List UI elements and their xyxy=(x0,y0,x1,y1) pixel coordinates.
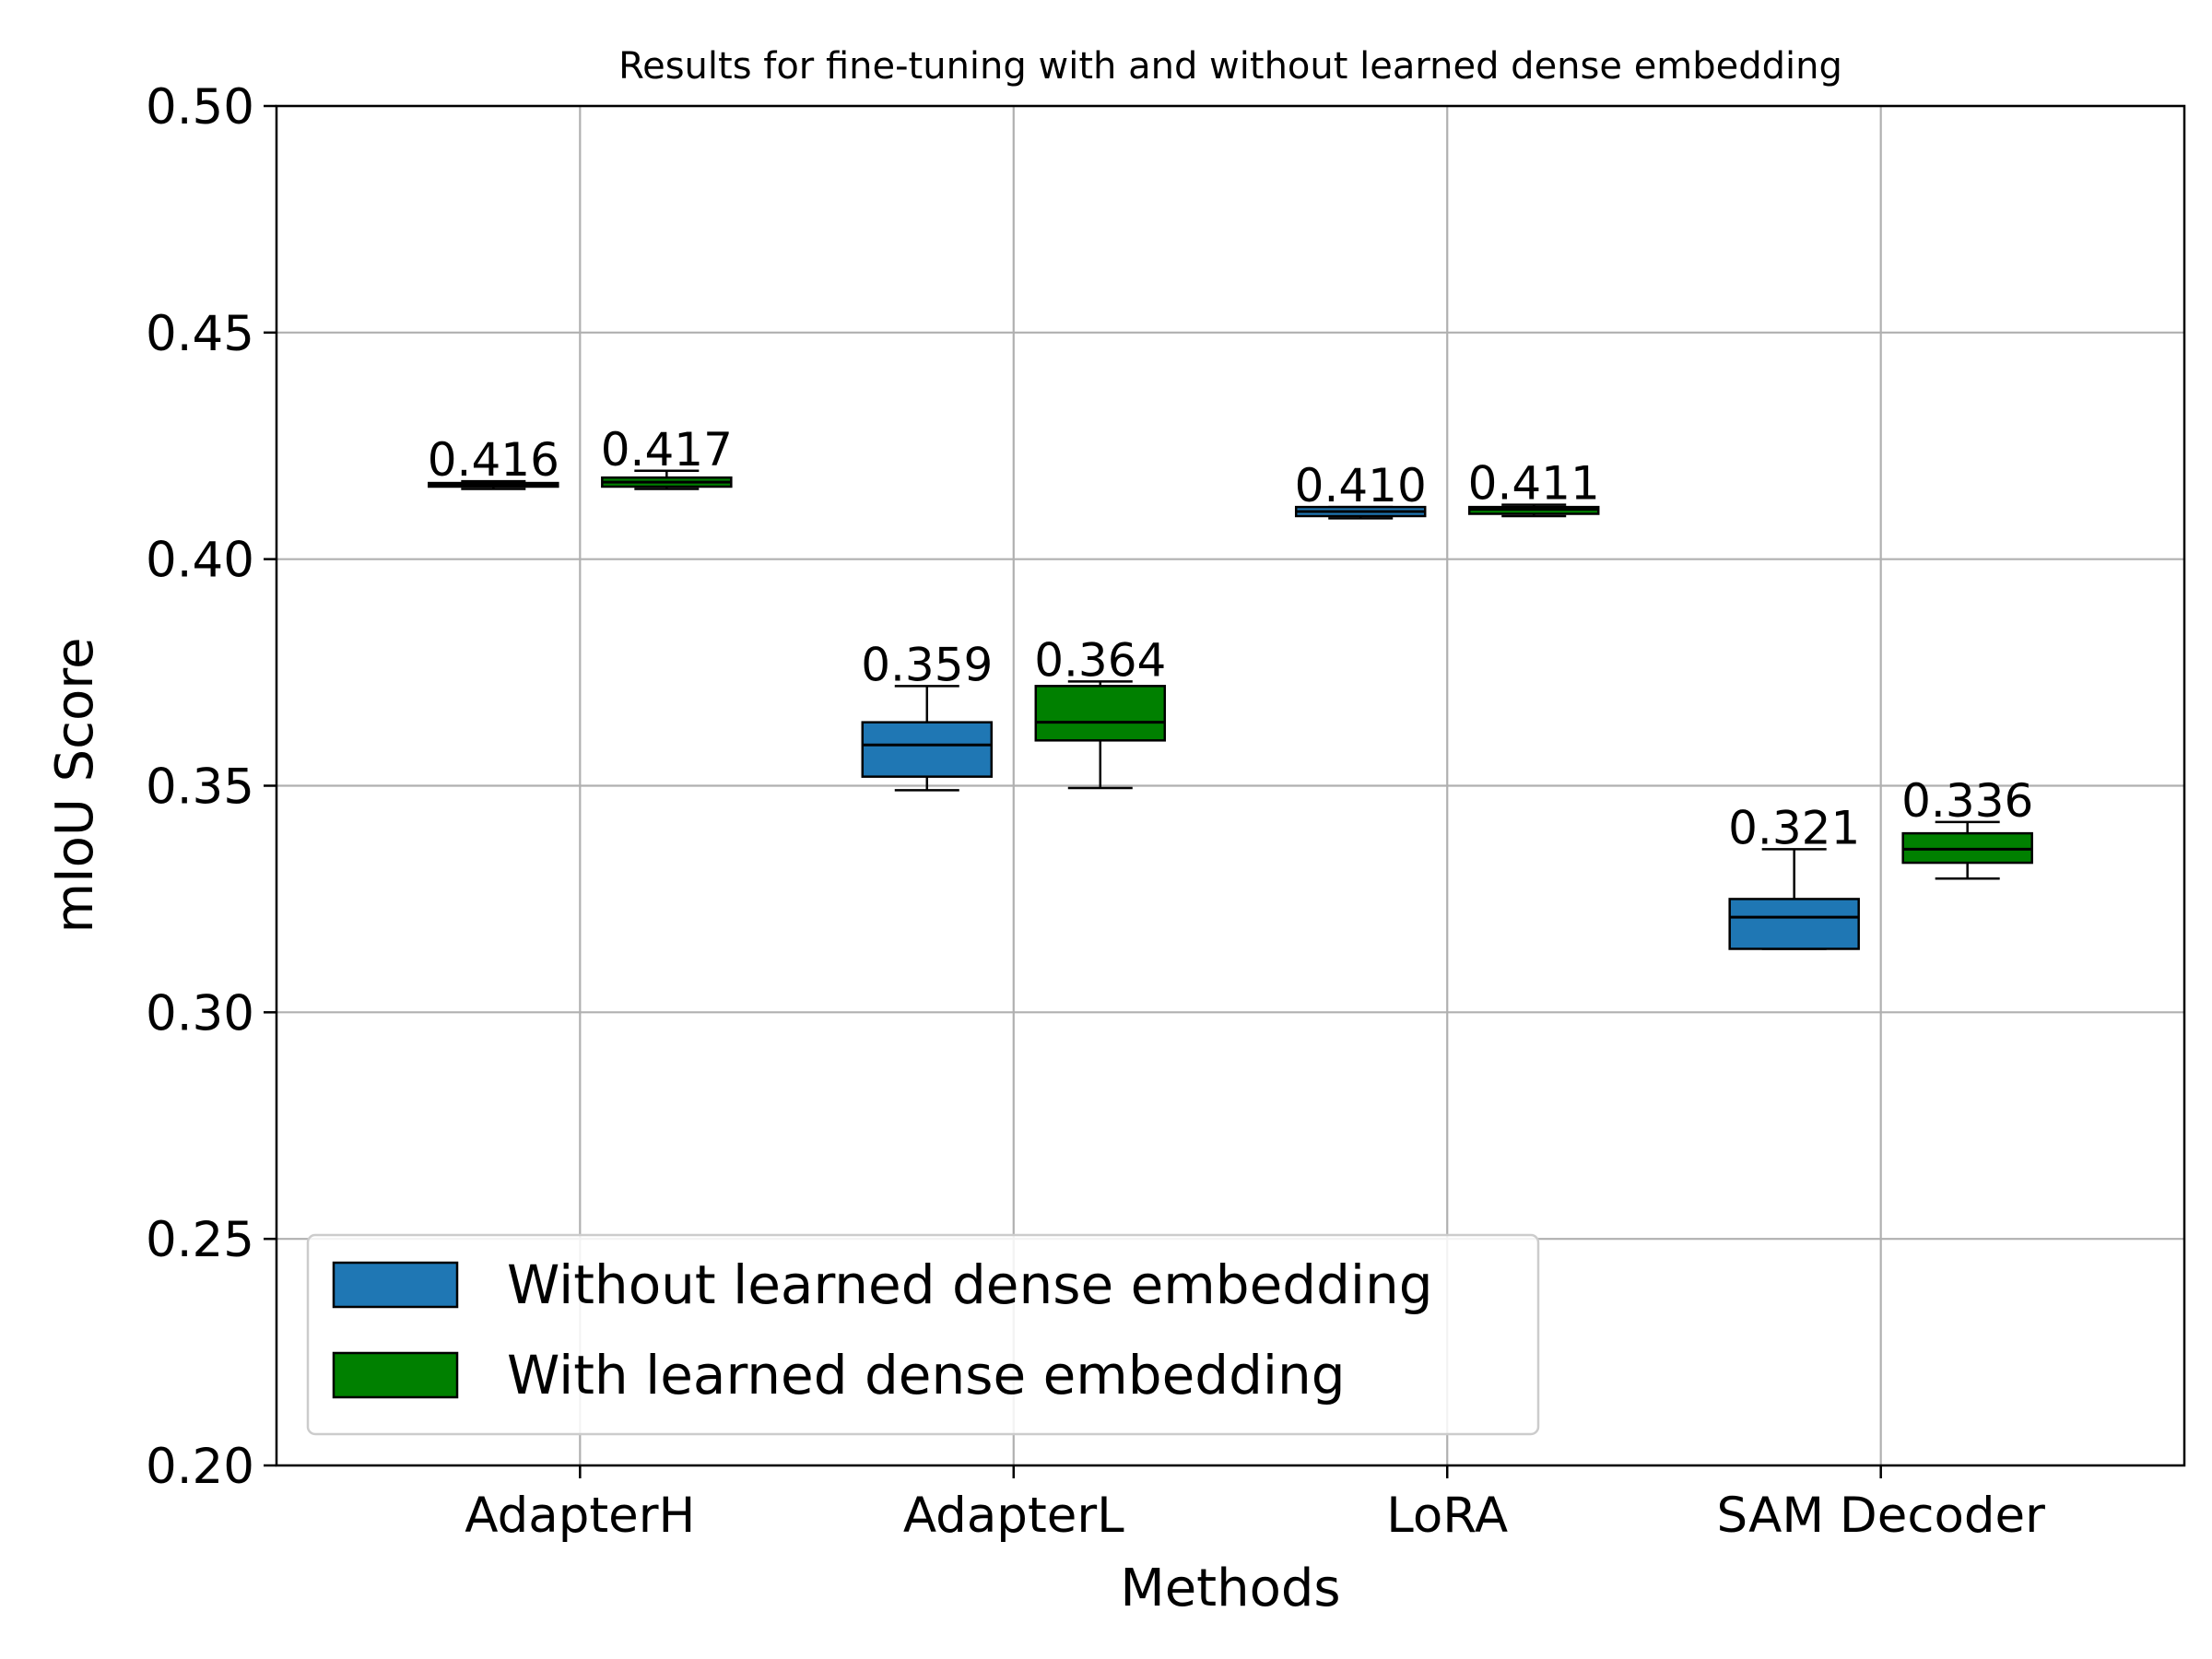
data-label: 0.359 xyxy=(861,638,993,691)
box-group: 0.417 xyxy=(601,423,733,490)
box-rect xyxy=(861,721,994,778)
data-label: 0.416 xyxy=(428,433,559,487)
data-label: 0.410 xyxy=(1295,459,1427,512)
data-label: 0.336 xyxy=(1901,774,2033,828)
box-group: 0.411 xyxy=(1468,457,1600,518)
data-label: 0.417 xyxy=(601,423,733,477)
data-label: 0.364 xyxy=(1034,633,1166,687)
box-group: 0.359 xyxy=(861,638,994,792)
x-tick-label: AdapterH xyxy=(465,1488,695,1544)
legend: Without learned dense embedding With lear… xyxy=(306,1233,1540,1436)
y-tick-label: 0.40 xyxy=(146,533,254,589)
axes: 0.20 0.25 0.30 0.35 0.40 0.45 0.50 AdapterH Adap… xyxy=(146,79,2045,1544)
legend-frame xyxy=(306,1233,1540,1436)
x-tick-label: AdapterL xyxy=(903,1488,1124,1544)
y-axis-label: mIoU Score xyxy=(45,638,105,934)
y-tick-label: 0.20 xyxy=(146,1439,254,1495)
box-group: 0.416 xyxy=(428,433,559,490)
box-rect xyxy=(1034,685,1167,742)
data-label: 0.411 xyxy=(1468,457,1600,511)
data-label: 0.321 xyxy=(1728,801,1860,854)
legend-swatch xyxy=(332,1351,459,1399)
chart-title: Results for fine-tuning with and without… xyxy=(618,45,1842,88)
box-group: 0.336 xyxy=(1901,774,2033,880)
y-tick-label: 0.45 xyxy=(146,306,254,362)
y-tick-label: 0.50 xyxy=(146,79,254,135)
box-group: 0.364 xyxy=(1034,633,1167,790)
x-tick-label: SAM Decoder xyxy=(1716,1488,2045,1544)
x-tick-label: LoRA xyxy=(1386,1488,1508,1544)
box-group: 0.410 xyxy=(1295,459,1427,520)
legend-entry: With learned dense embedding xyxy=(507,1344,1346,1406)
legend-swatch xyxy=(332,1261,459,1309)
y-tick-label: 0.35 xyxy=(146,759,254,816)
x-axis-label: Methods xyxy=(1120,1559,1340,1618)
box-series: 0.416 0.359 0.410 0.321 0.417 0.364 0.411 0.336 xyxy=(428,423,2033,950)
y-tick-label: 0.25 xyxy=(146,1212,254,1268)
legend-entry: Without learned dense embedding xyxy=(507,1253,1433,1316)
box-rect xyxy=(1728,898,1860,950)
box-group: 0.321 xyxy=(1728,801,1860,950)
y-tick-label: 0.30 xyxy=(146,985,254,1041)
